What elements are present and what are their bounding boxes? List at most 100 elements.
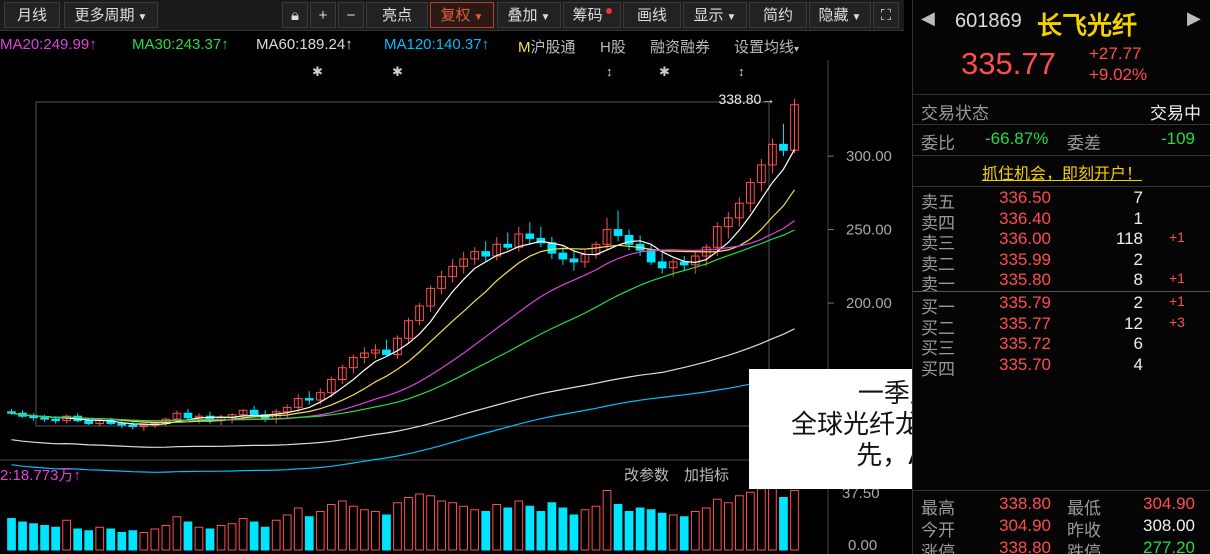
ask-row[interactable]: 卖五 336.50 7 (913, 188, 1210, 212)
volume-bar (437, 500, 446, 551)
candle-down (40, 417, 49, 420)
candle-up (746, 182, 755, 204)
ma-settings-dropdown[interactable]: 设置均线▾ (734, 39, 800, 56)
ma120-value: MA120:140.37↑ (384, 36, 490, 53)
volume-bar (690, 511, 700, 551)
stock-code: 601869 (955, 10, 1022, 32)
ma10-line (11, 189, 795, 424)
high-label: 最高 (921, 499, 955, 518)
candle-up (238, 409, 248, 416)
candle-up (172, 412, 182, 420)
simple-button[interactable]: 简约 (749, 2, 807, 28)
candle-up (470, 251, 480, 260)
chart-toolbar: 月线 更多周期 ▼ 🔒︎ + − 亮点 复权 ▼ 叠加 ▼ 筹码 画线 显示 ▼ 简约 … (0, 0, 904, 31)
more-periods-dropdown[interactable]: 更多周期 ▼ (64, 2, 158, 28)
hide-dropdown[interactable]: 隐藏 ▼ (809, 2, 871, 28)
zoom-out-button[interactable]: − (338, 2, 364, 28)
candle-up (282, 406, 292, 413)
volume-bar (679, 516, 689, 551)
vol-tick-label: 0.00 (848, 537, 877, 554)
limit-up-label: 涨停 (921, 543, 955, 554)
volume-bar (624, 511, 634, 551)
promo-link[interactable]: 抓住机会，即刻开户！ (913, 160, 1210, 183)
event-marker-icon: ✱ (312, 64, 323, 79)
high-value: 338.80 (999, 494, 1051, 513)
low-label: 最低 (1067, 499, 1101, 518)
overlay-label: 叠加 (507, 7, 538, 24)
h-share-tag[interactable]: H股 (600, 39, 626, 56)
volume-bar (613, 504, 623, 551)
limit-down-label: 跌停 (1067, 543, 1101, 554)
highlight-button[interactable]: 亮点 (366, 2, 428, 28)
change-params-button[interactable]: 改参数 (624, 467, 670, 484)
lock-icon: 🔒︎ (291, 7, 299, 24)
trade-status-row: 交易状态 交易中 (913, 99, 1210, 123)
volume-bar (172, 516, 182, 551)
bid-change: +1 (1169, 293, 1185, 309)
ask-row[interactable]: 卖一 335.80 8 +1 (913, 270, 1210, 294)
ask-row[interactable]: 卖二 335.99 2 (913, 249, 1210, 274)
volume-bar (238, 518, 248, 551)
candle-up (293, 398, 303, 408)
bid-row[interactable]: 买四 335.70 4 (913, 355, 1210, 379)
volume-bar (194, 526, 204, 551)
volume-bar (139, 532, 149, 551)
adjust-dropdown[interactable]: 复权 ▼ (430, 2, 494, 28)
volume-bar (282, 514, 292, 551)
candle-up (404, 320, 413, 339)
status-label: 交易状态 (921, 104, 989, 123)
ask-volume: 1 (1133, 208, 1143, 228)
ask-volume: 2 (1133, 249, 1143, 269)
price-change: +27.77 (1089, 44, 1142, 63)
ask-row[interactable]: 卖四 336.40 1 (913, 208, 1210, 233)
volume-bar (84, 530, 94, 551)
margin-tag[interactable]: 融资融券 (650, 39, 711, 56)
zoom-in-button[interactable]: + (310, 2, 336, 28)
bid-row[interactable]: 买三 335.72 6 (913, 334, 1210, 358)
quote-header: ◀ 601869 长飞光纤 ▶ (913, 6, 1210, 40)
promo-text: 抓住机会，即刻开户！ (981, 166, 1142, 183)
event-marker-icon: ✱ (659, 64, 670, 79)
high-low-row: 最高 338.80 最低 304.90 (913, 494, 1210, 518)
candle-up (459, 258, 469, 267)
bid-row[interactable]: 买一 335.79 2 +1 (913, 293, 1210, 317)
price-block: 335.77 +27.77 +9.02% (913, 44, 1210, 88)
ma120-line (11, 372, 795, 473)
volume-bar (459, 505, 469, 551)
volume-bar (646, 509, 656, 551)
connect-tag[interactable]: M沪股通 (518, 39, 576, 56)
volume-bar (547, 502, 557, 551)
y-tick-label: 250.00 (846, 222, 892, 239)
candle-up (360, 352, 369, 358)
candle-down (183, 412, 193, 419)
ask-row[interactable]: 卖三 336.00 118 +1 (913, 229, 1210, 253)
display-dropdown[interactable]: 显示 ▼ (683, 2, 747, 28)
candle-up (602, 229, 612, 245)
ma20-value: MA20:249.99↑ (0, 36, 97, 53)
volume-legend: 2:18.773万↑ (0, 467, 81, 484)
next-stock-icon[interactable]: ▶ (1187, 8, 1201, 28)
candle-up (448, 265, 457, 278)
volume-bar (602, 490, 612, 551)
period-monthly-button[interactable]: 月线 (4, 2, 60, 28)
volume-bar (95, 526, 105, 551)
draw-label: 画线 (636, 7, 667, 24)
vol-tick-label: 37.50 (842, 485, 880, 502)
ratio-row: 委比 -66.87% 委差 -109 (913, 129, 1210, 153)
chips-button[interactable]: 筹码 (563, 2, 621, 28)
add-indicator-button[interactable]: 加指标 (684, 467, 730, 484)
bid-row[interactable]: 买二 335.77 12 +3 (913, 314, 1210, 338)
overlay-dropdown[interactable]: 叠加 ▼ (497, 2, 561, 28)
lock-button[interactable]: 🔒︎ (282, 2, 308, 28)
volume-bar (525, 505, 535, 551)
candle-up (712, 226, 722, 248)
open-prev-row: 今开 304.90 昨收 308.00 (913, 516, 1210, 540)
prev-stock-icon[interactable]: ◀ (921, 8, 935, 28)
fullscreen-button[interactable]: ⛶ (873, 2, 899, 28)
volume-bar (293, 507, 303, 551)
ask-volume: 7 (1133, 188, 1143, 207)
max-price-label: 338.80→ (718, 91, 775, 107)
range-selection-box (35, 101, 770, 427)
draw-button[interactable]: 画线 (623, 2, 681, 28)
chevron-down-icon: ▼ (137, 12, 148, 23)
